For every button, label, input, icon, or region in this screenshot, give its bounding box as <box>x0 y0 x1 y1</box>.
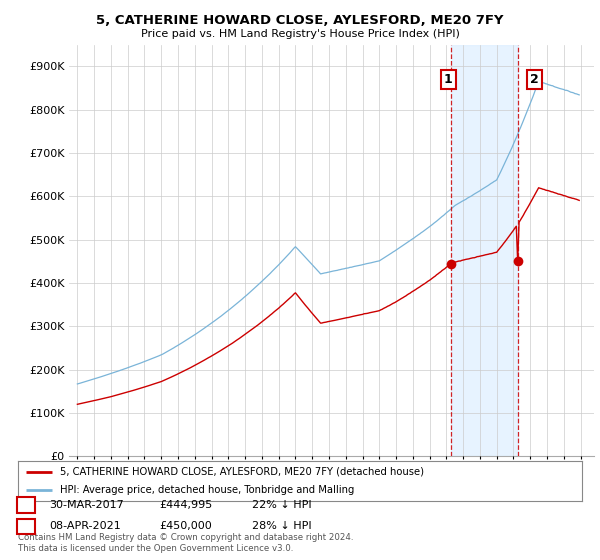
Text: 28% ↓ HPI: 28% ↓ HPI <box>252 521 311 531</box>
Text: 5, CATHERINE HOWARD CLOSE, AYLESFORD, ME20 7FY (detached house): 5, CATHERINE HOWARD CLOSE, AYLESFORD, ME… <box>60 467 424 477</box>
Text: £450,000: £450,000 <box>159 521 212 531</box>
Text: Contains HM Land Registry data © Crown copyright and database right 2024.
This d: Contains HM Land Registry data © Crown c… <box>18 533 353 553</box>
Text: Price paid vs. HM Land Registry's House Price Index (HPI): Price paid vs. HM Land Registry's House … <box>140 29 460 39</box>
Text: 30-MAR-2017: 30-MAR-2017 <box>49 500 124 510</box>
Text: £444,995: £444,995 <box>159 500 212 510</box>
Text: 5, CATHERINE HOWARD CLOSE, AYLESFORD, ME20 7FY: 5, CATHERINE HOWARD CLOSE, AYLESFORD, ME… <box>96 14 504 27</box>
Text: 2: 2 <box>23 521 30 531</box>
Text: 1: 1 <box>23 500 30 510</box>
Text: 22% ↓ HPI: 22% ↓ HPI <box>252 500 311 510</box>
Text: 08-APR-2021: 08-APR-2021 <box>49 521 121 531</box>
Text: HPI: Average price, detached house, Tonbridge and Malling: HPI: Average price, detached house, Tonb… <box>60 486 355 495</box>
Text: 2: 2 <box>530 73 539 86</box>
Text: 1: 1 <box>443 73 452 86</box>
Bar <box>451 45 518 456</box>
